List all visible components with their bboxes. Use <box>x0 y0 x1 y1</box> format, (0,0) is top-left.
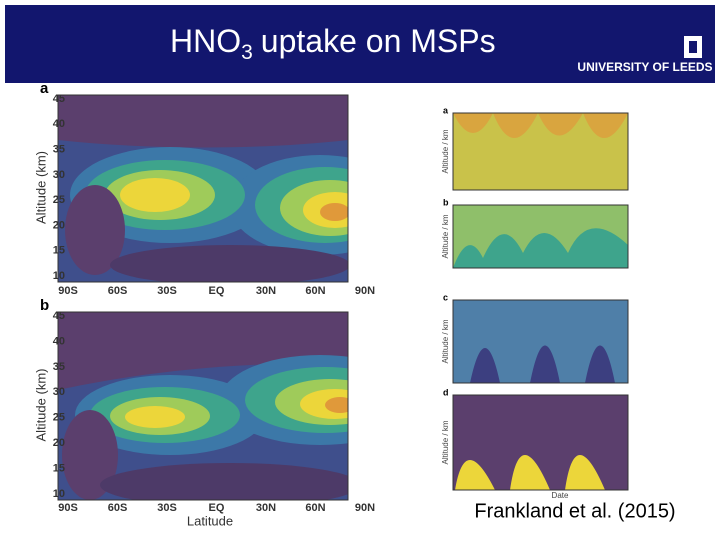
caption: Frankland et al. (2015) <box>474 500 675 522</box>
panel-label: b <box>443 197 449 207</box>
x-tick-label: 90S <box>58 285 78 297</box>
x-tick-label: 30S <box>157 285 177 297</box>
y-axis-label: Altitude / km <box>441 319 450 363</box>
y-tick-label: 20 <box>53 437 65 449</box>
y-axis-label: Altitude (km) <box>33 369 48 442</box>
y-tick-label: 20 <box>53 219 65 231</box>
y-axis-label: Altitude / km <box>441 129 450 173</box>
plot-frame <box>57 94 349 283</box>
y-tick-label: 25 <box>53 412 65 424</box>
y-tick-label: 35 <box>53 143 65 155</box>
y-tick-label: 15 <box>53 462 65 474</box>
panel-label: b <box>40 297 49 314</box>
x-tick-label: 60S <box>108 285 128 297</box>
y-tick-label: 45 <box>53 310 65 322</box>
y-tick-label: 10 <box>53 270 65 282</box>
slide-title: HNO3 uptake on MSPs <box>170 23 496 63</box>
plot-frame <box>57 311 349 501</box>
header-bar <box>5 5 715 83</box>
x-tick-label: EQ <box>209 502 225 514</box>
y-axis-label: Altitude / km <box>441 420 450 464</box>
logo-icon <box>684 36 702 58</box>
x-axis-label: Latitude <box>187 513 233 528</box>
panel-label: a <box>443 105 449 115</box>
panel-label: d <box>443 387 449 397</box>
y-tick-label: 35 <box>53 361 65 373</box>
x-tick-label: 60N <box>305 502 325 514</box>
contour-plot <box>58 312 348 500</box>
y-tick-label: 45 <box>53 93 65 105</box>
x-axis-label: Date <box>552 491 569 500</box>
y-tick-label: 25 <box>53 194 65 206</box>
x-tick-label: 90N <box>355 502 375 514</box>
x-tick-label: 30S <box>157 502 177 514</box>
right-figure <box>452 112 629 491</box>
logo-text: UNIVERSITY OF LEEDS <box>577 60 712 74</box>
y-tick-label: 30 <box>53 386 65 398</box>
panel-label: c <box>443 292 448 302</box>
panel-label: a <box>40 80 49 97</box>
x-tick-label: EQ <box>209 285 225 297</box>
x-tick-label: 60S <box>108 502 128 514</box>
y-axis-label: Altitude (km) <box>33 151 48 224</box>
x-tick-label: 60N <box>305 285 325 297</box>
y-tick-label: 10 <box>53 488 65 500</box>
y-tick-label: 40 <box>53 118 65 130</box>
x-tick-label: 30N <box>256 502 276 514</box>
x-tick-label: 30N <box>256 285 276 297</box>
y-axis-label: Altitude / km <box>441 214 450 258</box>
x-tick-label: 90N <box>355 285 375 297</box>
contour-plot <box>58 95 348 282</box>
y-tick-label: 30 <box>53 169 65 181</box>
y-tick-label: 15 <box>53 245 65 257</box>
x-tick-label: 90S <box>58 502 78 514</box>
y-tick-label: 40 <box>53 335 65 347</box>
